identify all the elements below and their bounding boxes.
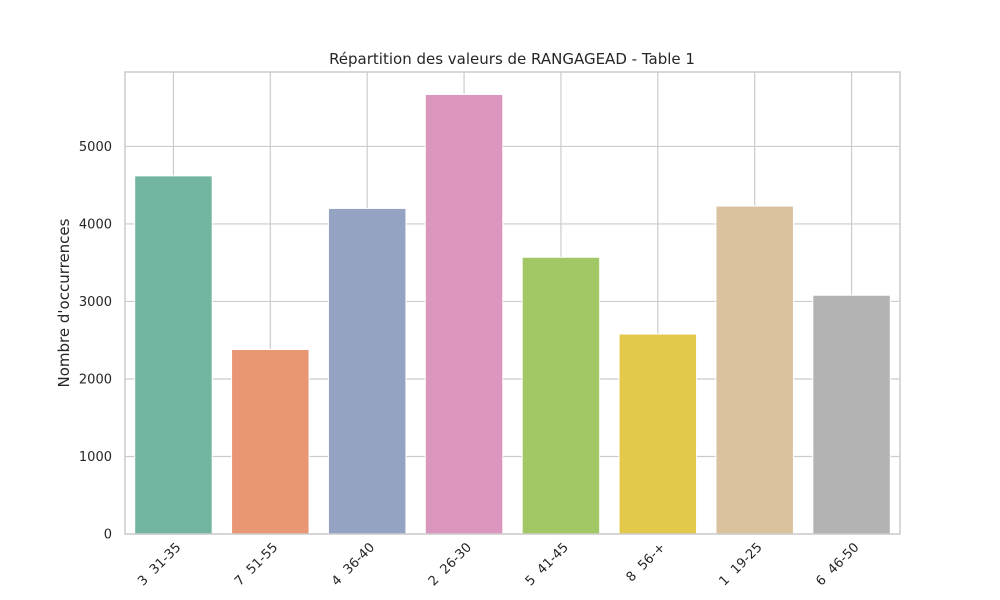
y-axis-label: Nombre d'occurrences [55,218,73,387]
x-tick-labels: 3 31-35 7 51-55 4 36-40 2 26-30 5 41-45 8 56-… [135,540,862,589]
y-tick-label: 1000 [79,450,112,465]
x-tick-label: 8 56-+ [624,540,669,585]
plot-frame [124,71,901,535]
x-tick-label: 7 51-55 [232,540,281,589]
y-tick-label: 0 [104,528,112,543]
y-tick-labels: 0 1000 2000 3000 4000 5000 [79,140,112,543]
bar [424,93,504,535]
y-tick-label: 4000 [79,217,112,232]
y-tick-label: 2000 [79,372,112,387]
bar [327,207,407,535]
bars [134,93,891,535]
x-tick-label: 4 36-40 [329,540,378,589]
x-tick-label: 6 46-50 [813,540,862,589]
bar [618,333,698,535]
bar [231,349,310,535]
bar [812,294,891,535]
bar [134,175,213,535]
bar [715,205,794,535]
bar [521,256,601,535]
chart-title: Répartition des valeurs de RANGAGEAD - T… [329,50,695,68]
x-tick-label: 1 19-25 [717,540,766,589]
y-tick-label: 5000 [79,140,112,155]
x-tick-label: 2 26-30 [426,540,475,589]
y-tick-label: 3000 [79,295,112,310]
x-tick-label: 5 41-45 [523,540,572,589]
x-tick-label: 3 31-35 [135,540,184,589]
